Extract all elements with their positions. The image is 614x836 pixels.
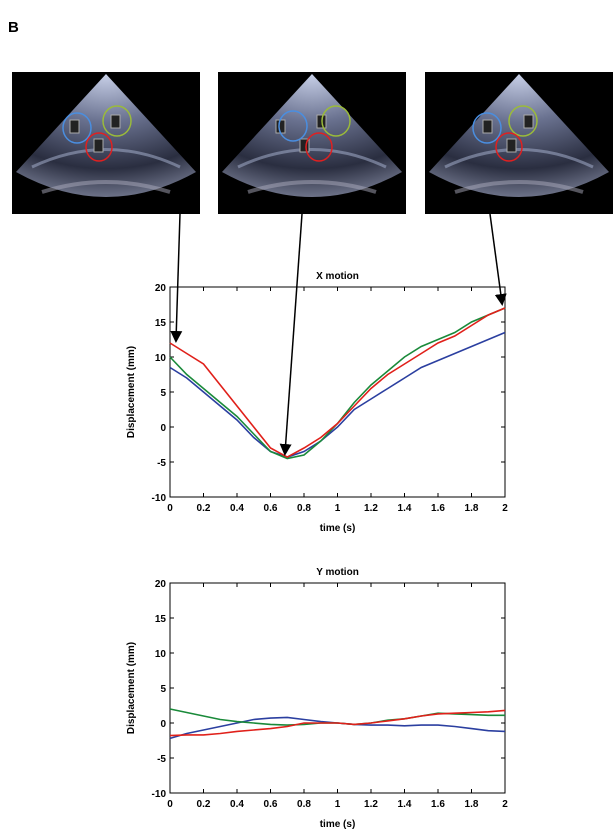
x-tick-label: 0.8 <box>297 799 311 810</box>
x-tick-label: 1.6 <box>431 799 445 810</box>
y-tick-label: 5 <box>160 388 166 399</box>
x-tick-label: 0.8 <box>297 503 311 514</box>
data-line <box>170 717 505 738</box>
y-tick-label: 10 <box>155 649 167 660</box>
y-tick-label: 20 <box>155 283 167 294</box>
data-line <box>170 333 505 458</box>
x-tick-label: 1.6 <box>431 503 445 514</box>
arrow <box>176 214 180 340</box>
ultrasound-image <box>12 72 200 214</box>
x-tick-label: 0 <box>167 799 173 810</box>
arrow <box>490 214 502 303</box>
page: {"panel_label": "B", "chart_data": [ {"t… <box>0 0 614 836</box>
y-tick-label: 0 <box>160 719 166 730</box>
y-tick-label: 5 <box>160 684 166 695</box>
y-tick-label: 20 <box>155 579 167 590</box>
x-tick-label: 0.6 <box>264 799 278 810</box>
y-axis-label: Displacement (mm) <box>126 346 137 438</box>
x-tick-label: 0.4 <box>230 799 244 810</box>
x-tick-label: 1.4 <box>398 799 412 810</box>
x-tick-label: 0.2 <box>197 503 211 514</box>
x-tick-label: 1.8 <box>465 503 479 514</box>
x-tick-label: 1.2 <box>364 503 378 514</box>
y-tick-label: -5 <box>157 458 166 469</box>
y-tick-label: 0 <box>160 423 166 434</box>
x-axis-label: time (s) <box>320 819 356 830</box>
plot-frame <box>170 287 505 497</box>
y-tick-label: 10 <box>155 353 167 364</box>
x-tick-label: 2 <box>502 503 508 514</box>
x-tick-label: 0 <box>167 503 173 514</box>
arrow <box>285 214 302 453</box>
chart-title: Y motion <box>316 567 359 578</box>
x-tick-label: 1 <box>335 799 341 810</box>
x-tick-label: 1.8 <box>465 799 479 810</box>
chart-title: X motion <box>316 271 359 282</box>
x-tick-label: 0.6 <box>264 503 278 514</box>
x-tick-label: 0.4 <box>230 503 244 514</box>
x-tick-label: 1.4 <box>398 503 412 514</box>
x-tick-label: 1.2 <box>364 799 378 810</box>
panel-label: B <box>8 19 19 36</box>
x-tick-label: 1 <box>335 503 341 514</box>
plot-frame <box>170 583 505 793</box>
figure: B X motion time (s) Displacement (mm) 0 0.2 0… <box>0 0 614 831</box>
ultrasound-image <box>425 72 613 214</box>
ultrasound-image <box>218 72 406 214</box>
x-tick-label: 0.2 <box>197 799 211 810</box>
data-line <box>170 308 505 459</box>
y-tick-label: -10 <box>152 493 167 504</box>
y-tick-label: -5 <box>157 754 166 765</box>
x-axis-label: time (s) <box>320 523 356 534</box>
y-tick-label: -10 <box>152 789 167 800</box>
y-tick-label: 15 <box>155 318 167 329</box>
x-tick-label: 2 <box>502 799 508 810</box>
y-tick-label: 15 <box>155 614 167 625</box>
data-line <box>170 308 505 457</box>
y-axis-label: Displacement (mm) <box>126 642 137 734</box>
